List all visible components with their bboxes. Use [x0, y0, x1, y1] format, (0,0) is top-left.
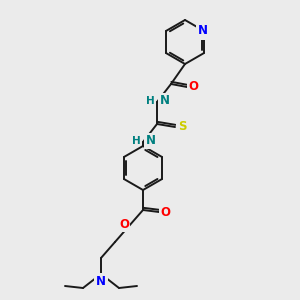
- Text: H: H: [132, 136, 141, 146]
- Text: H: H: [146, 96, 155, 106]
- Text: N: N: [198, 25, 208, 38]
- Text: O: O: [188, 80, 198, 94]
- Text: O: O: [119, 218, 129, 230]
- Text: S: S: [178, 121, 186, 134]
- Text: O: O: [160, 206, 170, 218]
- Text: N: N: [146, 134, 156, 148]
- Text: N: N: [160, 94, 170, 107]
- Text: N: N: [96, 275, 106, 288]
